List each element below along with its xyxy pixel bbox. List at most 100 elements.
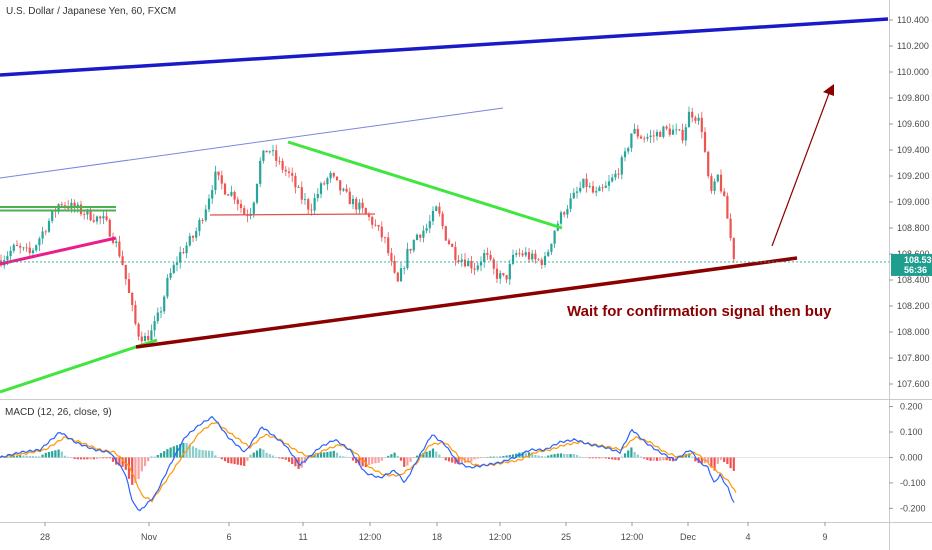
macd-histogram-bar (620, 456, 623, 458)
candle-body (44, 231, 47, 233)
macd-histogram-bar (531, 453, 534, 458)
candle-body (86, 209, 89, 215)
macd-histogram-bar (655, 457, 659, 461)
time-tick-label: 9 (822, 532, 827, 542)
candle-body (198, 220, 201, 232)
annotation-text[interactable]: Wait for confirmation signal then buy (567, 303, 832, 320)
candle-body (550, 243, 553, 252)
candle-body (204, 209, 207, 221)
macd-histogram-bar (179, 443, 182, 458)
macd-histogram-bar (649, 457, 652, 461)
candle-body (380, 226, 383, 238)
time-tick-label: 28 (40, 532, 50, 542)
time-axis[interactable]: 28 Nov 6 11 12:00 18 12:00 25 12:00 Dec 4 9 (40, 522, 828, 542)
macd-histogram-bar (700, 457, 703, 464)
macd-axis[interactable]: 0.200 0.100 0.000 -0.100 -0.200 (889, 402, 926, 514)
macd-histogram-bar (134, 457, 137, 484)
candle-body (287, 171, 291, 173)
candle-body (684, 127, 687, 141)
candle-body (431, 210, 435, 222)
candle-body (147, 335, 150, 341)
macd-histogram-bar (156, 454, 159, 458)
candle-body (243, 208, 246, 215)
candle-body (217, 171, 220, 176)
candle-body (169, 272, 172, 278)
macd-histogram-bar (486, 457, 489, 458)
macd-histogram-bar (367, 457, 371, 465)
macd-histogram-bar (543, 456, 547, 458)
macd-histogram-bar (614, 457, 617, 460)
candle-body (329, 173, 332, 179)
candle-body (652, 135, 655, 137)
macd-histogram-bar (211, 450, 214, 458)
last-price-value: 108.539 (904, 255, 932, 265)
magenta-trendline[interactable] (0, 236, 117, 266)
price-tick-label: 110.000 (897, 67, 929, 77)
candle-body (313, 197, 316, 211)
macd-histogram-bar (639, 456, 643, 458)
candle-body (207, 198, 211, 210)
candle-body (172, 264, 175, 273)
drawings[interactable] (0, 17, 889, 394)
last-price-badge: 108.539 56:36 (891, 253, 932, 276)
macd-histogram-bar (57, 449, 60, 458)
macd-histogram-bar (345, 456, 348, 458)
descending-trendline[interactable] (287, 140, 563, 230)
macd-histogram-bar (19, 455, 22, 458)
macd-histogram-bar (425, 451, 428, 458)
price-tick-label: 110.400 (897, 15, 929, 25)
red-level-line[interactable] (209, 213, 376, 216)
candle-body (41, 231, 44, 239)
macd-histogram-bar (25, 455, 28, 458)
price-tick-label: 108.000 (897, 327, 930, 337)
macd-histogram-bar (390, 454, 393, 458)
macd-histogram-bar (319, 452, 323, 458)
support-trendline[interactable] (135, 256, 798, 349)
macd-histogram-bar (0, 457, 3, 458)
price-axis[interactable]: 110.400 110.200 110.000 109.800 109.600 109.4… (889, 15, 930, 389)
candle-body (291, 172, 294, 176)
candle-body (294, 175, 297, 188)
candle-body (486, 252, 489, 255)
candle-body (543, 256, 547, 265)
macd-histogram-bar (547, 455, 550, 458)
macd-histogram-bar (332, 450, 335, 458)
candle-body (479, 262, 483, 266)
macd-histogram-bar (163, 451, 166, 458)
macd-histogram-bar (188, 444, 191, 458)
macd-histogram-bar (137, 457, 140, 480)
macd-pane[interactable] (0, 402, 890, 522)
macd-histogram-bar (89, 457, 92, 460)
green-support-line[interactable] (0, 338, 158, 394)
macd-histogram-bar (489, 456, 492, 458)
macd-histogram-bar (492, 456, 495, 458)
candle-body (419, 234, 422, 238)
candle-body (252, 202, 255, 214)
candle-body (150, 330, 153, 341)
price-tick-label: 107.800 (897, 353, 930, 363)
candle-body (19, 245, 22, 248)
projection-arrow[interactable] (771, 87, 832, 247)
candle-body (188, 236, 191, 246)
candle-body (463, 259, 467, 267)
upper-channel-line[interactable] (0, 17, 889, 77)
thin-resistance-line[interactable] (0, 107, 504, 179)
macd-histogram-bar (339, 455, 342, 458)
candle-body (700, 117, 703, 132)
macd-histogram-bar (585, 457, 588, 458)
time-tick-label: 12:00 (621, 532, 644, 542)
candle-body (121, 256, 124, 265)
candle-body (435, 206, 438, 211)
arrow-head-icon (823, 84, 834, 96)
candle-body (630, 133, 633, 149)
macd-histogram-bar (371, 457, 374, 464)
macd-histogram-bar (127, 457, 131, 479)
candle-body (409, 248, 412, 251)
candle-body (175, 262, 179, 265)
price-pane[interactable] (0, 0, 890, 398)
candle-body (342, 188, 345, 191)
macd-histogram-bar (460, 457, 463, 464)
macd-tick-label: 0.100 (900, 427, 923, 437)
macd-histogram-bar (67, 456, 70, 458)
